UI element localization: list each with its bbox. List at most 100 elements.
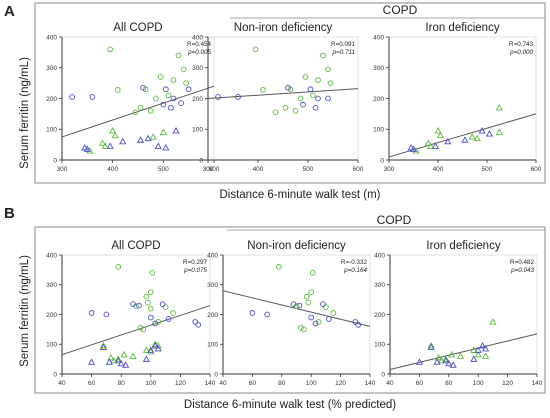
data-point-circle-green	[143, 293, 150, 300]
data-point-circle-green	[309, 270, 316, 276]
data-point-triangle-green	[142, 346, 150, 353]
data-point-triangle-green	[473, 134, 481, 142]
data-point-triangle-green	[481, 352, 490, 359]
panel-b-ylabel: Serum ferritin (ng/mL)	[19, 255, 31, 367]
panel-a-ylabel: Serum ferritin (ng/mL)	[19, 57, 31, 169]
x-tick-label: 40	[386, 380, 394, 387]
data-point-triangle-blue	[442, 356, 450, 364]
x-tick-label: 40	[219, 380, 227, 387]
x-tick-label: 60	[416, 380, 424, 387]
data-point-circle-green	[107, 46, 113, 53]
data-point-circle-blue	[312, 320, 319, 327]
y-tick-label: 0	[53, 371, 57, 378]
regression-line	[389, 333, 538, 371]
y-tick-label: 0	[380, 157, 384, 164]
y-tick-label: 200	[46, 96, 57, 103]
data-point-circle-green	[325, 66, 331, 73]
data-point-circle-green	[302, 74, 309, 80]
data-point-triangle-green	[111, 131, 119, 139]
data-point-circle-green	[140, 326, 147, 333]
plot-a3: Iron deficiency 300 400 500 600 0 100 200 300 400…	[373, 22, 542, 173]
data-point-triangle-green	[474, 350, 482, 358]
data-point-triangle-blue	[154, 142, 162, 149]
subplot-title: All COPD	[111, 240, 160, 252]
panel-b-group-label: COPD	[377, 213, 412, 227]
data-point-triangle-blue	[461, 136, 469, 143]
data-point-triangle-green	[436, 131, 445, 139]
data-point-triangle-green	[101, 142, 109, 149]
data-point-triangle-green	[468, 133, 476, 140]
y-tick-label: 300	[46, 65, 57, 72]
data-point-circle-green	[137, 104, 144, 111]
data-point-circle-green	[276, 264, 282, 270]
data-point-circle-green	[175, 52, 182, 59]
data-point-triangle-blue	[444, 137, 452, 145]
data-point-triangle-green	[151, 340, 159, 347]
x-tick-label: 400	[433, 166, 444, 173]
data-point-triangle-green	[107, 353, 115, 361]
x-tick-label: 40	[58, 380, 66, 387]
stat-p: p=0.164	[343, 267, 367, 274]
panel-a-xlabel: Distance 6-minute walk test (m)	[219, 189, 380, 201]
data-point-circle-blue	[325, 316, 332, 322]
y-tick-label: 100	[192, 127, 203, 134]
data-point-triangle-blue	[147, 346, 155, 353]
stat-r: R=-0.332	[341, 259, 368, 266]
data-point-circle-blue	[168, 104, 174, 111]
data-point-triangle-blue	[154, 344, 162, 352]
stat-p: p=0.711	[332, 49, 355, 56]
x-tick-label: 120	[502, 380, 513, 387]
data-point-circle-blue	[352, 319, 359, 325]
data-point-circle-green	[315, 319, 322, 325]
data-point-triangle-green	[99, 342, 108, 349]
y-tick-label: 100	[373, 127, 384, 134]
data-point-circle-green	[320, 52, 326, 59]
data-point-circle-green	[183, 80, 189, 86]
data-point-triangle-green	[120, 350, 128, 358]
panel-a-letter: A	[4, 3, 15, 20]
data-point-circle-blue	[170, 95, 177, 102]
y-tick-label: 300	[192, 65, 203, 72]
data-point-circle-blue	[307, 86, 314, 93]
y-tick-label: 300	[374, 282, 385, 289]
data-point-circle-green	[330, 310, 337, 316]
data-point-circle-blue	[320, 301, 326, 307]
stat-r: R=0.454	[187, 41, 211, 48]
data-point-circle-blue	[355, 322, 362, 328]
data-point-triangle-blue	[470, 355, 478, 362]
data-point-triangle-green	[456, 352, 465, 359]
data-point-circle-green	[292, 107, 299, 114]
data-point-circle-blue	[152, 320, 159, 327]
y-tick-label: 400	[46, 34, 57, 41]
data-point-circle-green	[165, 92, 172, 99]
data-point-triangle-green	[159, 128, 167, 136]
data-point-triangle-blue	[485, 130, 494, 137]
data-point-circle-green	[260, 87, 266, 93]
data-point-triangle-blue	[478, 127, 486, 134]
data-point-circle-blue	[185, 86, 192, 93]
data-point-circle-green	[115, 264, 122, 270]
data-point-circle-blue	[165, 316, 172, 322]
subplot-title: Iron deficiency	[426, 240, 500, 252]
data-point-circle-blue	[290, 301, 297, 307]
data-point-triangle-blue	[136, 136, 145, 143]
data-point-circle-blue	[88, 310, 95, 316]
y-tick-label: 0	[214, 371, 218, 378]
data-point-circle-blue	[192, 319, 199, 325]
x-tick-label: 140	[205, 380, 216, 387]
data-point-triangle-green	[470, 346, 478, 353]
data-point-triangle-blue	[409, 145, 418, 152]
data-point-triangle-blue	[114, 356, 122, 364]
y-tick-label: 200	[207, 312, 218, 319]
x-tick-label: 100	[473, 380, 484, 387]
data-point-triangle-green	[424, 139, 432, 146]
y-tick-label: 400	[192, 34, 203, 41]
data-point-triangle-green	[412, 147, 420, 154]
x-tick-label: 300	[57, 166, 68, 173]
plot-b3: Iron deficiency 40 60 80 100 120 140 0 100 200 300…	[374, 240, 543, 387]
data-point-triangle-green	[442, 355, 450, 362]
x-tick-label: 120	[175, 380, 186, 387]
x-tick-label: 300	[203, 166, 214, 173]
x-tick-label: 80	[445, 380, 453, 387]
data-point-triangle-blue	[151, 342, 159, 349]
